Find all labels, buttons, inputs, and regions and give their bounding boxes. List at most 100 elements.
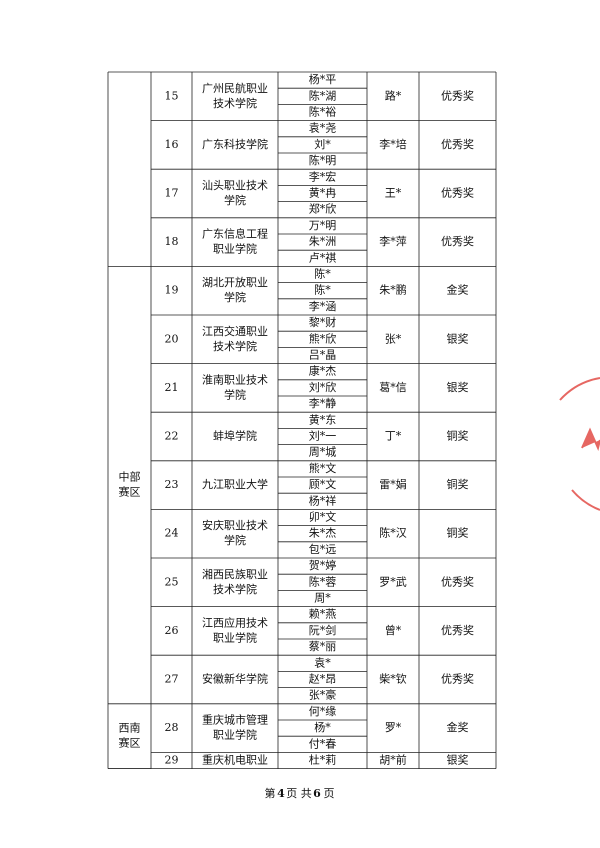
student-name: 杨* — [314, 720, 331, 734]
stamp — [559, 377, 600, 511]
teacher-name: 雷*娟 — [379, 477, 407, 491]
student-name: 黄*东 — [309, 412, 337, 426]
student-name: 黄*冉 — [309, 186, 337, 200]
teacher-name: 柴*钦 — [379, 672, 407, 686]
row-number: 18 — [165, 235, 179, 248]
school-name: 技术学院 — [213, 96, 257, 110]
award: 优秀奖 — [441, 137, 474, 151]
student-name: 赵*昂 — [309, 672, 337, 686]
school-name: 安徽新华学院 — [202, 672, 268, 686]
student-name: 何*缘 — [309, 705, 337, 718]
school-name: 技术学院 — [213, 339, 257, 353]
row-number: 19 — [165, 284, 179, 297]
teacher-name: 胡*前 — [379, 753, 407, 767]
footer-page: 4 — [277, 787, 285, 800]
teacher-name: 罗*武 — [379, 575, 407, 588]
footer-total: 6 — [313, 787, 321, 800]
row-number: 29 — [165, 754, 179, 767]
footer-prefix: 第 — [265, 786, 276, 800]
student-name: 李*涵 — [309, 299, 337, 313]
award: 优秀奖 — [441, 186, 474, 200]
student-name: 付*春 — [309, 737, 337, 750]
student-name: 熊*欣 — [309, 331, 337, 345]
award: 优秀奖 — [441, 574, 474, 588]
school-name: 九江职业大学 — [202, 477, 268, 491]
student-name: 杨*祥 — [309, 493, 337, 507]
student-name: 袁* — [314, 656, 331, 669]
award: 银奖 — [447, 380, 469, 394]
row-number: 16 — [165, 138, 179, 151]
student-name: 吕*晶 — [309, 349, 337, 362]
student-name: 阮*剑 — [309, 623, 337, 637]
award: 金奖 — [447, 283, 469, 297]
student-name: 陈* — [314, 267, 331, 281]
region: 赛区 — [119, 736, 141, 750]
school-name: 学院 — [224, 290, 246, 304]
student-name: 朱*杰 — [309, 527, 337, 540]
school-name: 淮南职业技术 — [202, 373, 268, 386]
student-name: 刘* — [314, 138, 331, 151]
student-name: 卢*祺 — [309, 251, 337, 264]
award: 铜奖 — [447, 526, 469, 540]
student-name: 李*宏 — [309, 169, 337, 183]
school-name: 职业学院 — [213, 242, 257, 256]
award: 金奖 — [447, 720, 469, 734]
school-name: 广东信息工程 — [202, 227, 268, 241]
teacher-name: 朱*鹏 — [379, 284, 407, 297]
footer-suffix: 页 — [324, 787, 335, 800]
school-name: 学院 — [224, 533, 246, 547]
teacher-name: 王* — [385, 187, 402, 200]
award: 优秀奖 — [441, 234, 474, 248]
student-name: 郑*欣 — [309, 202, 337, 216]
school-name: 湘西民族职业 — [202, 567, 268, 581]
row-number: 22 — [165, 430, 179, 443]
student-name: 周* — [314, 592, 331, 605]
student-name: 杜*莉 — [309, 753, 337, 767]
award: 铜奖 — [447, 429, 469, 443]
student-name: 万*明 — [309, 219, 337, 232]
teacher-name: 张* — [385, 332, 402, 345]
teacher-name: 丁* — [385, 430, 402, 443]
student-name: 陈* — [314, 283, 331, 297]
row-number: 20 — [165, 332, 179, 345]
footer: 第 4 页 共 6 页 — [265, 786, 335, 800]
student-name: 顾*文 — [309, 477, 337, 491]
row-number: 28 — [165, 721, 179, 734]
school-name: 蚌埠学院 — [213, 429, 257, 443]
student-name: 刘*欣 — [309, 380, 337, 394]
student-name: 卯*文 — [309, 510, 337, 524]
school-name: 职业学院 — [213, 728, 257, 742]
award: 银奖 — [447, 331, 469, 345]
row-number: 26 — [165, 624, 179, 637]
student-name: 贺*婷 — [309, 558, 337, 572]
student-name: 朱*洲 — [309, 235, 337, 248]
row-number: 24 — [165, 527, 179, 540]
school-name: 江西交通职业 — [202, 324, 268, 338]
student-name: 熊*文 — [309, 461, 337, 475]
student-name: 陈*蓉 — [309, 574, 337, 588]
student-name: 李*静 — [309, 396, 337, 410]
teacher-name: 罗* — [385, 721, 402, 734]
school-name: 学院 — [224, 193, 246, 207]
region: 中部 — [119, 470, 141, 484]
school-name: 安庆职业技术 — [202, 518, 268, 532]
student-name: 陈*湖 — [309, 88, 337, 102]
row-number: 15 — [165, 89, 179, 102]
student-name: 蔡*丽 — [309, 640, 337, 653]
school-name: 职业学院 — [213, 630, 257, 644]
student-name: 康*杰 — [309, 364, 337, 378]
school-name: 技术学院 — [213, 582, 257, 596]
teacher-name: 曾* — [385, 623, 402, 637]
teacher-name: 路* — [385, 89, 402, 102]
row-number: 27 — [165, 673, 179, 686]
school-name: 汕头职业技术 — [202, 179, 268, 192]
award: 优秀奖 — [441, 623, 474, 637]
school-name: 重庆机电职业 — [202, 753, 268, 767]
row-number: 17 — [165, 187, 179, 200]
student-name: 周*城 — [309, 446, 337, 459]
row-number: 25 — [165, 575, 179, 588]
school-name: 江西应用技术 — [202, 615, 268, 629]
student-name: 袁*尧 — [309, 122, 337, 135]
